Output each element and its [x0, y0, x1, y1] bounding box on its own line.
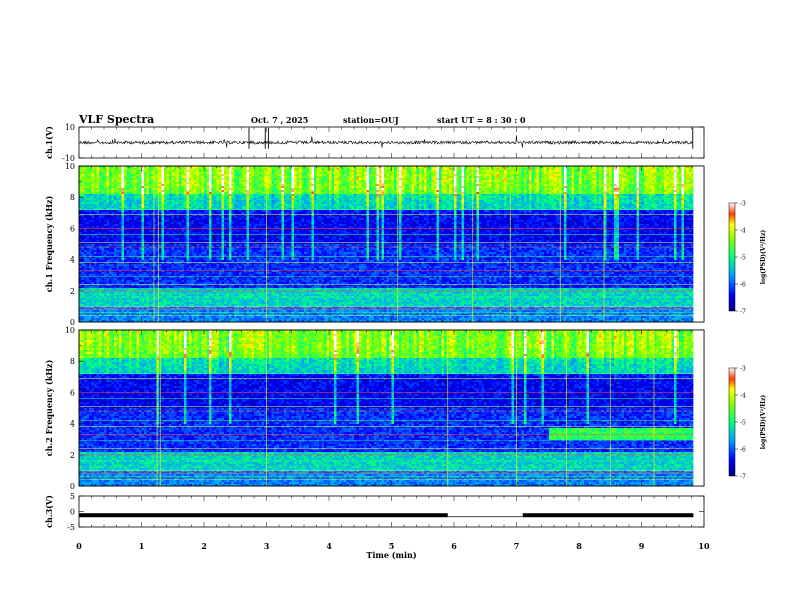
ch1-colorbar-gradient [728, 202, 736, 312]
ch3-waveform-trace [522, 513, 694, 518]
colorbar-tick-label-1: -4 [740, 228, 746, 235]
no-data-region [693, 166, 704, 322]
ch3-waveform-trace [79, 513, 448, 518]
ch1-colorbar: -3 -4 -5 -6 -7 log(PSD)(V²/Hz) [728, 201, 767, 316]
y-tick-label-1: 2 [70, 287, 75, 296]
time-axis: 0 1 2 3 4 5 6 7 8 9 10 Time (min) [76, 541, 710, 560]
colorbar-tick-label-0: -3 [740, 201, 746, 208]
y-tick-label-1: 0 [70, 508, 75, 517]
ch3-waveform-panel: 5 0 -5 ch.3(V) [44, 492, 705, 532]
panel-frame-overlay-2 [78, 329, 705, 487]
colorbar-label: log(PSD)(V²/Hz) [760, 230, 767, 285]
ch1-waveform-panel: 10 -10 ch.1(V) [44, 123, 705, 163]
colorbar-tick-label-2: -5 [740, 255, 746, 262]
y-tick-label-5: 10 [65, 326, 75, 335]
spectrogram-cells-1 [79, 166, 695, 323]
colorbar-tick-label-1: -4 [740, 393, 746, 400]
x-tick-label-10: 10 [698, 541, 710, 551]
date-label: Oct. 7 , 2025 [251, 115, 308, 125]
y-axis-label-1: ch.1 Frequency (kHz) [44, 196, 54, 293]
x-tick-label-3: 3 [264, 541, 270, 551]
y-tick-label-2: 4 [70, 256, 75, 265]
y-tick-label-0: 0 [70, 318, 75, 327]
x-tick-label-2: 2 [201, 541, 207, 551]
no-data-region [693, 330, 704, 486]
y-axis-label-0: ch.1(V) [44, 126, 54, 159]
x-tick-label-6: 6 [451, 541, 457, 551]
x-tick-label-4: 4 [326, 541, 332, 551]
colorbar-tick-label-4: -7 [740, 474, 746, 481]
y-tick-label-3: 6 [70, 388, 75, 397]
start-time-label: start UT = 8 : 30 : 0 [437, 115, 526, 125]
ch2-spectrogram-panel: 0 2 4 6 8 10 ch.2 Frequency (kHz) [44, 326, 705, 491]
colorbar-label: log(PSD)(V²/Hz) [760, 395, 767, 450]
ch1-spectrogram-panel: 0 2 4 6 8 10 ch.1 Frequency (kHz) [44, 162, 705, 327]
colorbar-tick-label-3: -6 [740, 447, 746, 454]
ch2-colorbar-gradient [728, 367, 736, 477]
colorbar-tick-label-4: -7 [740, 309, 746, 316]
y-tick-label-2: 4 [70, 420, 75, 429]
y-tick-label-5: 10 [65, 162, 75, 171]
y-axis-label-2: ch.2 Frequency (kHz) [44, 360, 54, 457]
x-axis-label: Time (min) [366, 550, 416, 560]
x-tick-label-8: 8 [576, 541, 582, 551]
y-tick-label-0: 10 [65, 123, 75, 132]
ch1-waveform-trace [78, 135, 693, 148]
x-tick-label-0: 0 [76, 541, 82, 551]
x-tick-label-5: 5 [389, 541, 395, 551]
x-tick-label-9: 9 [639, 541, 645, 551]
x-tick-label-7: 7 [514, 541, 520, 551]
spectrogram-cells-2 [79, 330, 695, 487]
chart-title: VLF Spectra [79, 113, 154, 126]
y-tick-label-0: 5 [70, 492, 75, 501]
y-tick-label-2: -5 [67, 523, 75, 532]
y-tick-label-0: 0 [70, 482, 75, 491]
y-tick-label-4: 8 [70, 357, 75, 366]
panel-frame-overlay-1 [78, 165, 705, 323]
colorbar-tick-label-2: -5 [740, 420, 746, 427]
ch2-colorbar: -3 -4 -5 -6 -7 log(PSD)(V²/Hz) [728, 366, 767, 481]
y-tick-label-4: 8 [70, 193, 75, 202]
colorbar-tick-label-0: -3 [740, 366, 746, 373]
station-label: station=OUJ [343, 115, 399, 125]
y-tick-label-1: 2 [70, 451, 75, 460]
colorbar-tick-label-3: -6 [740, 282, 746, 289]
y-axis-label-3: ch.3(V) [44, 495, 54, 528]
y-tick-label-1: -10 [62, 154, 75, 163]
x-tick-label-1: 1 [139, 541, 145, 551]
y-tick-label-3: 6 [70, 224, 75, 233]
